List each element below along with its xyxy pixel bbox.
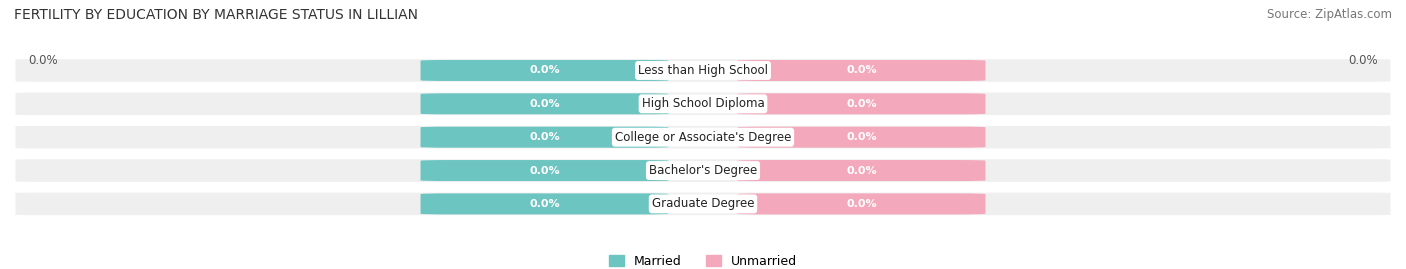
Text: 0.0%: 0.0% [529,199,560,209]
FancyBboxPatch shape [738,93,986,114]
Text: 0.0%: 0.0% [1348,54,1378,67]
Text: FERTILITY BY EDUCATION BY MARRIAGE STATUS IN LILLIAN: FERTILITY BY EDUCATION BY MARRIAGE STATU… [14,8,418,22]
FancyBboxPatch shape [14,125,1392,150]
FancyBboxPatch shape [738,193,986,214]
Text: 0.0%: 0.0% [846,165,877,176]
FancyBboxPatch shape [14,191,1392,217]
Text: 0.0%: 0.0% [529,165,560,176]
FancyBboxPatch shape [420,193,669,214]
FancyBboxPatch shape [420,93,669,114]
FancyBboxPatch shape [14,58,1392,83]
Text: College or Associate's Degree: College or Associate's Degree [614,131,792,144]
Text: Less than High School: Less than High School [638,64,768,77]
FancyBboxPatch shape [738,127,986,148]
Text: 0.0%: 0.0% [846,99,877,109]
Text: 0.0%: 0.0% [529,65,560,76]
FancyBboxPatch shape [14,91,1392,116]
FancyBboxPatch shape [738,160,986,181]
FancyBboxPatch shape [420,127,669,148]
Text: 0.0%: 0.0% [846,132,877,142]
Text: High School Diploma: High School Diploma [641,97,765,110]
FancyBboxPatch shape [420,160,669,181]
Text: Bachelor's Degree: Bachelor's Degree [650,164,756,177]
Text: Source: ZipAtlas.com: Source: ZipAtlas.com [1267,8,1392,21]
Text: 0.0%: 0.0% [529,132,560,142]
FancyBboxPatch shape [738,60,986,81]
FancyBboxPatch shape [420,60,669,81]
Legend: Married, Unmarried: Married, Unmarried [609,255,797,268]
FancyBboxPatch shape [14,158,1392,183]
Text: 0.0%: 0.0% [28,54,58,67]
Text: Graduate Degree: Graduate Degree [652,197,754,210]
Text: 0.0%: 0.0% [529,99,560,109]
Text: 0.0%: 0.0% [846,199,877,209]
Text: 0.0%: 0.0% [846,65,877,76]
